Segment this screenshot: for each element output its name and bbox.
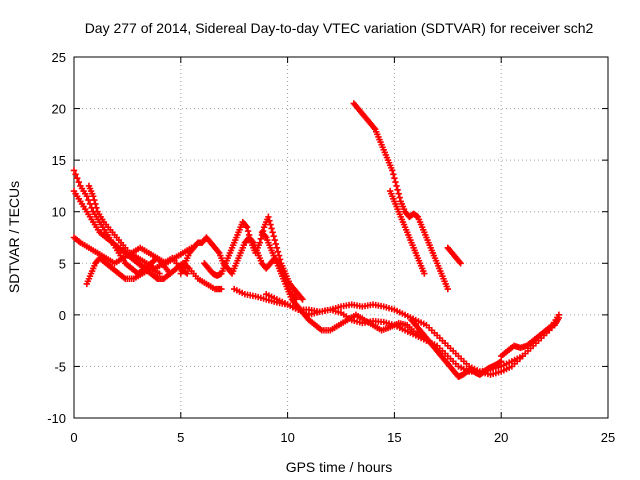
axis-ticks: 0 5 10 15 20 25 -10 -5 0 5 10 15 20 25 (47, 50, 615, 445)
series-arc-7 (201, 213, 306, 303)
plot-frame (73, 56, 609, 419)
series-arc-6 (177, 234, 300, 303)
chart-title: Day 277 of 2014, Sidereal Day-to-day VTE… (85, 20, 594, 36)
data-series (70, 100, 563, 380)
y-tick-label: 25 (52, 50, 66, 65)
data-point (245, 231, 253, 239)
data-point (370, 124, 378, 132)
data-point (90, 193, 97, 200)
series-arc-15 (444, 244, 464, 267)
data-point (257, 235, 265, 242)
data-point (276, 256, 284, 263)
series-arc-5 (83, 254, 163, 288)
data-point (184, 270, 191, 277)
y-tick-label: 0 (59, 308, 66, 323)
data-point (83, 193, 91, 200)
data-point (156, 270, 163, 277)
series-arc-11 (408, 316, 505, 380)
series-arc-12 (498, 311, 563, 360)
x-tick-label: 20 (494, 430, 508, 445)
data-point (270, 233, 277, 240)
y-tick-label: 5 (59, 256, 66, 271)
data-point (92, 200, 99, 208)
x-axis-label: GPS time / hours (286, 459, 393, 475)
data-point (244, 227, 252, 235)
grid-lines (74, 57, 608, 418)
x-tick-label: 0 (70, 430, 77, 445)
data-point (91, 196, 98, 204)
data-point (74, 174, 81, 182)
data-point (393, 182, 400, 190)
data-point (299, 296, 306, 303)
data-point (421, 270, 428, 277)
data-point (272, 240, 280, 248)
data-point (214, 248, 222, 255)
data-point (268, 225, 275, 232)
data-point (266, 217, 273, 224)
y-axis-label: SDTVAR / TECUs (6, 181, 22, 293)
data-point (555, 311, 563, 319)
data-point (390, 171, 397, 178)
data-point (395, 190, 402, 197)
data-point (444, 285, 451, 293)
data-point (389, 167, 396, 174)
data-point (265, 213, 272, 221)
data-point (274, 248, 282, 255)
data-point (72, 171, 79, 178)
data-point (269, 229, 276, 236)
data-point (456, 258, 463, 266)
data-point (85, 196, 92, 204)
data-point (218, 285, 225, 293)
data-point (75, 178, 83, 186)
data-point (392, 178, 399, 186)
y-tick-label: 20 (52, 102, 66, 117)
data-point (70, 167, 78, 174)
data-point (391, 174, 398, 182)
series-arc-14 (386, 187, 428, 277)
x-tick-label: 25 (601, 430, 615, 445)
data-point (273, 244, 281, 252)
x-tick-label: 15 (387, 430, 401, 445)
data-point (394, 186, 401, 193)
y-tick-label: -10 (47, 411, 66, 426)
data-point (261, 233, 269, 240)
y-tick-label: -5 (54, 359, 66, 374)
data-point (242, 222, 250, 230)
data-point (396, 194, 403, 201)
series-arc-8 (258, 229, 426, 339)
data-point (457, 260, 464, 267)
data-point (93, 204, 100, 212)
y-tick-label: 10 (52, 205, 66, 220)
x-tick-label: 5 (177, 430, 184, 445)
data-point (256, 239, 264, 246)
data-point (86, 200, 94, 208)
data-point (298, 294, 305, 302)
data-point (275, 252, 283, 259)
series-arc-13 (350, 100, 451, 293)
data-point (247, 235, 254, 242)
data-point (267, 221, 274, 228)
y-tick-label: 15 (52, 153, 66, 168)
x-tick-label: 10 (280, 430, 294, 445)
data-point (271, 236, 278, 244)
data-point (243, 223, 251, 231)
data-point (166, 270, 174, 277)
